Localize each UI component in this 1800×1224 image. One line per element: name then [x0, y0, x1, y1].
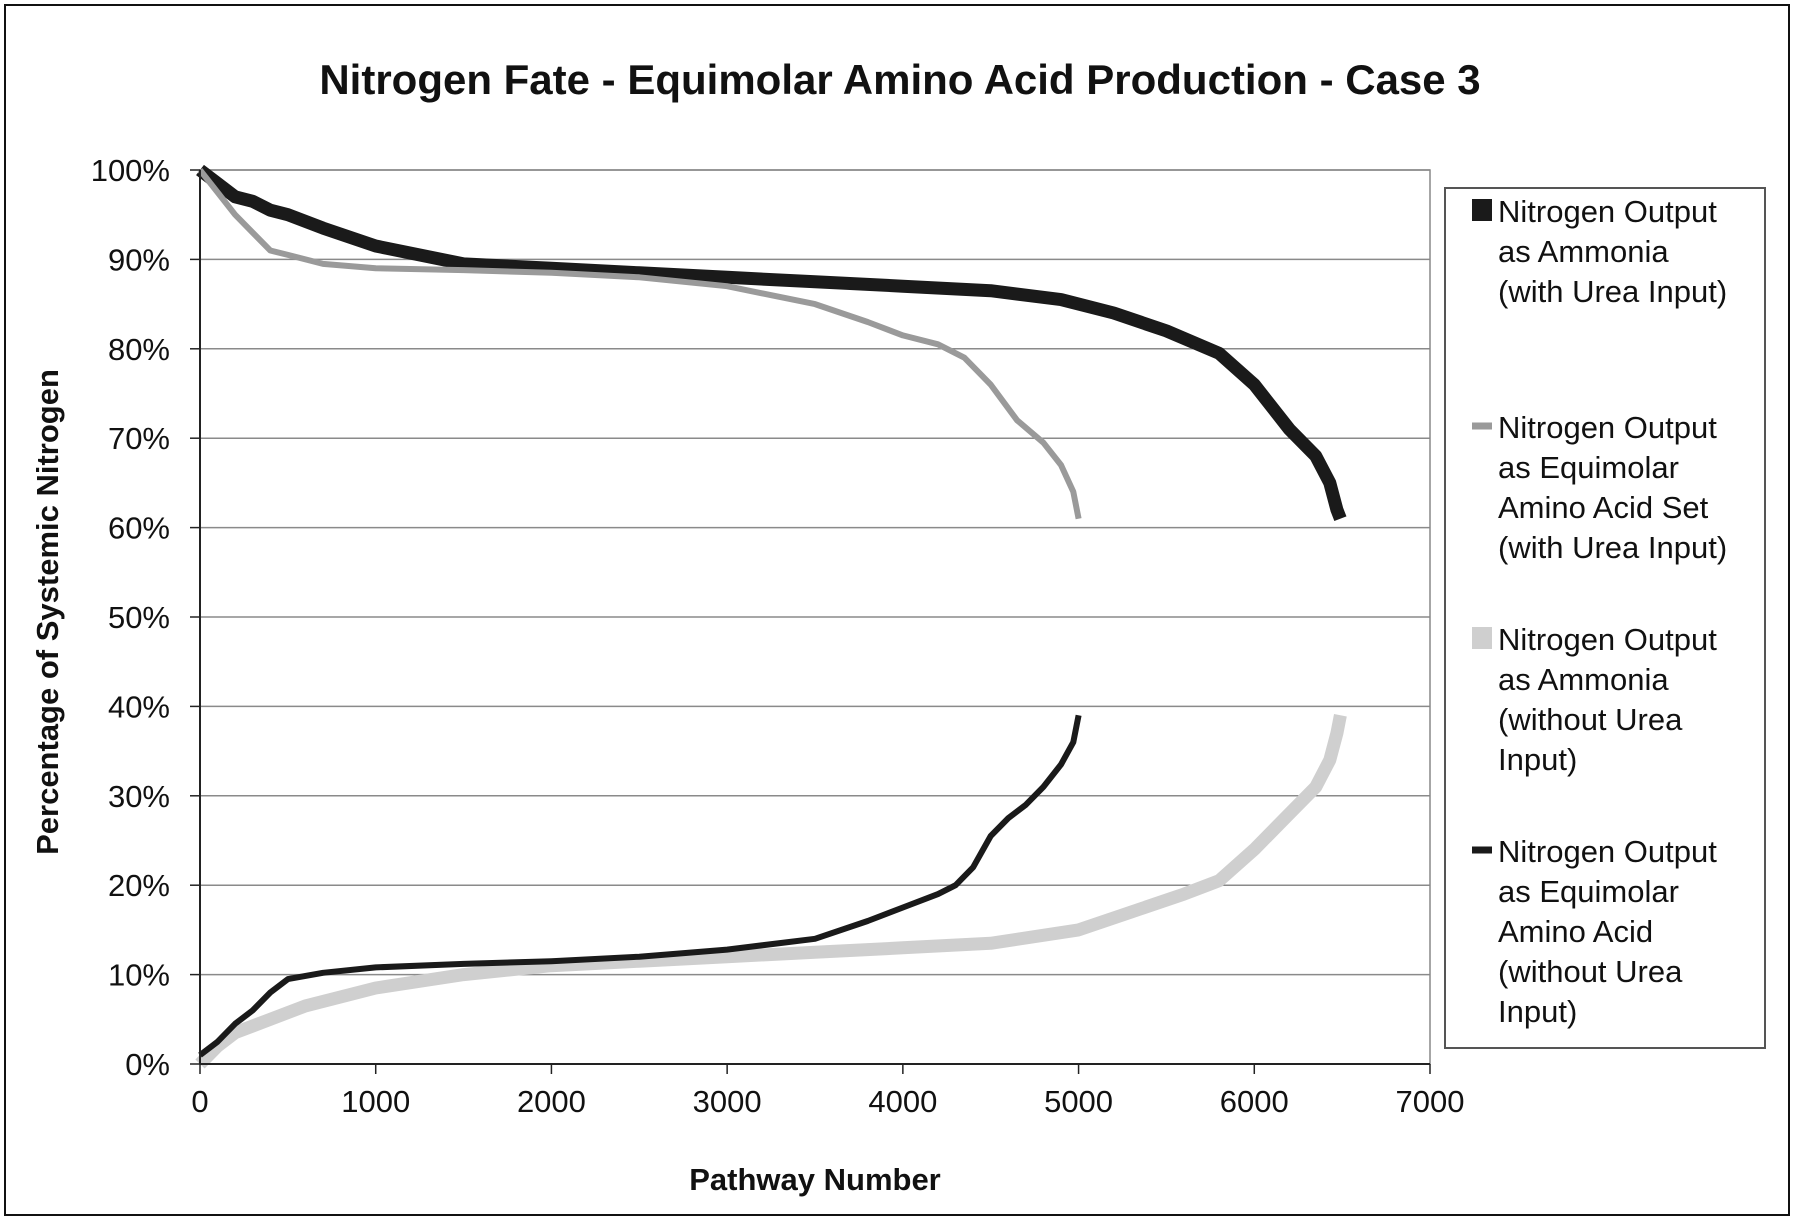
y-tick-label: 20%: [108, 868, 170, 903]
axes: 0% 10% 20% 30% 40% 50% 60% 70% 80% 90% 100% 0 1000 20…: [91, 153, 1465, 1119]
series-line-2: [197, 168, 1082, 520]
y-tick-label: 80%: [108, 332, 170, 367]
legend-label-2: Nitrogen Output: [1498, 410, 1717, 445]
x-axis-title: Pathway Number: [689, 1162, 941, 1197]
y-tick-label: 10%: [108, 958, 170, 993]
chart-title: Nitrogen Fate - Equimolar Amino Acid Pro…: [319, 56, 1480, 103]
y-tick-label: 90%: [108, 242, 170, 277]
y-tick-label: 50%: [108, 600, 170, 635]
series-line-4: [198, 714, 1082, 1058]
x-tick-label: 0: [191, 1084, 208, 1119]
series-line-3: [195, 714, 1347, 1069]
legend: [1444, 187, 1766, 1049]
legend-key-4: [1472, 846, 1492, 854]
legend-label-4: Nitrogen Output: [1498, 834, 1717, 869]
legend-label-3: as Ammonia: [1498, 662, 1669, 697]
y-tick-label: 100%: [91, 153, 170, 188]
y-tick-label: 40%: [108, 689, 170, 724]
legend-label-1: Nitrogen Output: [1498, 194, 1717, 229]
series-group: [195, 164, 1347, 1069]
y-tick-label: 70%: [108, 421, 170, 456]
legend-label-3: Nitrogen Output: [1498, 622, 1717, 657]
x-tick-label: 7000: [1396, 1084, 1465, 1119]
legend-label-1: as Ammonia: [1498, 234, 1669, 269]
legend-label-3: (without Urea: [1498, 702, 1683, 737]
legend-label-2: Amino Acid Set: [1498, 490, 1709, 525]
x-tick-label: 6000: [1220, 1084, 1289, 1119]
y-axis-title: Percentage of Systemic Nitrogen: [30, 369, 65, 855]
legend-key-1: [1472, 199, 1492, 221]
y-tick-label: 60%: [108, 511, 170, 546]
x-tick-label: 5000: [1044, 1084, 1113, 1119]
y-tick-label: 30%: [108, 779, 170, 814]
legend-label-2: (with Urea Input): [1498, 530, 1727, 565]
series-line-1: [196, 164, 1347, 522]
legend-label-1: (with Urea Input): [1498, 274, 1727, 309]
legend-label-2: as Equimolar: [1498, 450, 1679, 485]
legend-label-4: (without Urea: [1498, 954, 1683, 989]
legend-label-4: Input): [1498, 994, 1577, 1029]
legend-entries: Nitrogen Output as Ammonia (with Urea Inpu…: [1472, 194, 1727, 1029]
chart-frame: [4, 4, 1790, 1216]
x-tick-label: 1000: [341, 1084, 410, 1119]
x-tick-label: 4000: [868, 1084, 937, 1119]
y-tick-label: 0%: [125, 1047, 170, 1082]
legend-label-4: Amino Acid: [1498, 914, 1653, 949]
legend-key-2: [1472, 422, 1492, 430]
legend-key-3: [1472, 627, 1492, 649]
legend-label-3: Input): [1498, 742, 1577, 777]
x-tick-label: 2000: [517, 1084, 586, 1119]
legend-label-4: as Equimolar: [1498, 874, 1679, 909]
x-tick-label: 3000: [693, 1084, 762, 1119]
